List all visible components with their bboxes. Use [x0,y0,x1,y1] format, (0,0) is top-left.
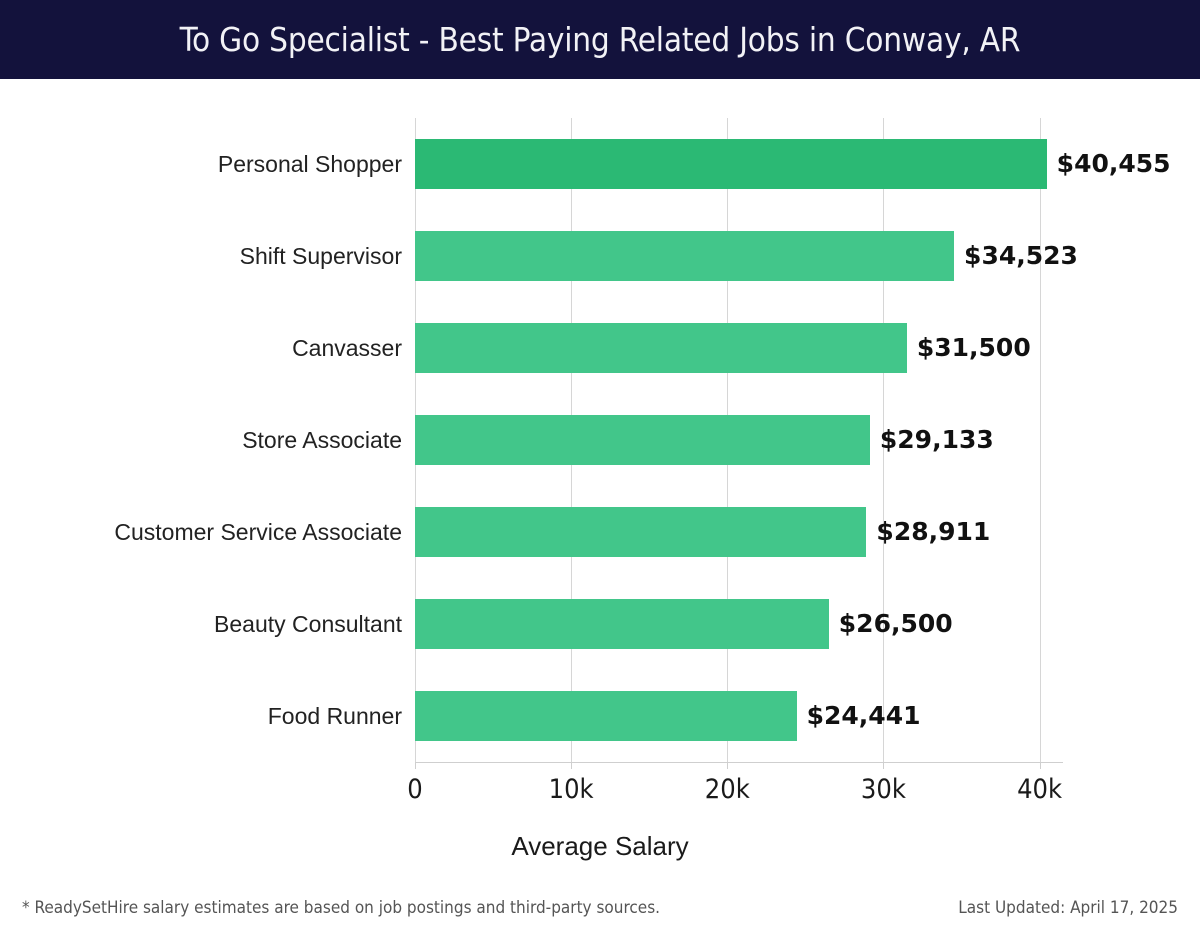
y-category-label: Shift Supervisor [239,243,402,269]
bar-row[interactable]: $34,523 [415,210,1078,302]
chart-canvas: $40,455 $34,523 $31,500 $29,133 $28,911 $26,5… [0,79,1200,879]
bar-row[interactable]: $31,500 [415,302,1063,394]
bar-value-label: $31,500 [916,333,1031,362]
x-tick-mark [415,762,416,769]
footer-last-updated: Last Updated: April 17, 2025 [958,898,1178,918]
y-category-label: Customer Service Associate [114,519,402,545]
x-tick-mark [883,762,885,769]
x-axis-title: Average Salary [511,831,689,861]
x-tick-mark [571,762,573,769]
bar-row[interactable]: $29,133 [415,394,1063,486]
y-category-label: Food Runner [267,703,402,729]
bar-value-label: $26,500 [838,609,953,638]
page-title: To Go Specialist - Best Paying Related J… [179,20,1021,59]
bar-value-label: $40,455 [1056,149,1171,178]
bar[interactable] [415,599,829,649]
bar-row[interactable]: $40,455 [415,118,1171,210]
footer: * ReadySetHire salary estimates are base… [0,893,1200,933]
header-band: To Go Specialist - Best Paying Related J… [0,0,1200,79]
plot-area: $40,455 $34,523 $31,500 $29,133 $28,911 $26,5… [407,118,1171,805]
footer-disclaimer: * ReadySetHire salary estimates are base… [22,898,661,918]
y-category-label: Beauty Consultant [214,611,402,637]
bar[interactable] [415,231,955,281]
x-tick-label: 30k [860,774,906,805]
y-category-label: Personal Shopper [217,151,402,177]
bar-value-label: $24,441 [806,701,921,730]
x-axis-line [415,762,1063,763]
bar[interactable] [415,139,1047,189]
y-category-label: Store Associate [242,427,402,453]
bar-value-label: $28,911 [876,517,991,546]
y-category-label: Canvasser [292,335,402,361]
gridline [883,118,885,762]
bar-value-label: $29,133 [879,425,994,454]
bar-row[interactable]: $24,441 [415,670,1063,762]
bar[interactable] [415,323,907,373]
bar[interactable] [415,507,867,557]
bar-row[interactable]: $26,500 [415,578,1063,670]
x-tick-label: 10k [548,774,594,805]
gridline [1039,118,1041,762]
x-tick-label: 20k [704,774,750,805]
bar-row[interactable]: $28,911 [415,486,1063,578]
x-tick-mark [1039,762,1041,769]
x-tick-label: 40k [1017,774,1063,805]
bar[interactable] [415,691,797,741]
x-tick-mark [727,762,729,769]
bar[interactable] [415,415,870,465]
bar-value-label: $34,523 [964,241,1078,270]
x-tick-label: 0 [407,774,423,805]
